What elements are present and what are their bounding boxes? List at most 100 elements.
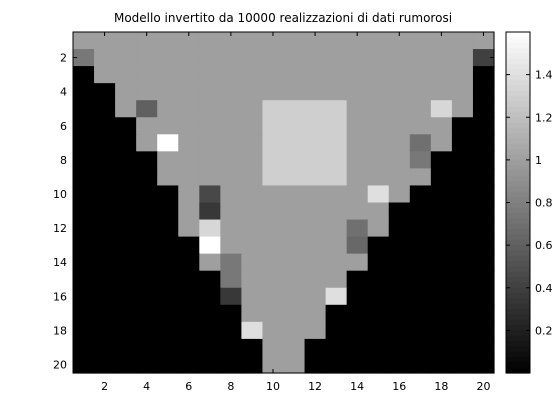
heatmap-cell bbox=[304, 151, 327, 169]
colorbar-swatch bbox=[506, 37, 530, 44]
colorbar-swatch bbox=[506, 277, 530, 284]
heatmap-cell bbox=[325, 219, 348, 238]
heatmap-cell bbox=[367, 117, 390, 135]
y-tick-label: 16 bbox=[53, 290, 67, 303]
heatmap-cell bbox=[220, 321, 242, 340]
heatmap-cell bbox=[220, 134, 242, 152]
heatmap-cell bbox=[451, 83, 474, 101]
heatmap-cell bbox=[325, 270, 348, 289]
heatmap-cell bbox=[472, 236, 495, 255]
heatmap-cell bbox=[472, 49, 495, 67]
heatmap-cell bbox=[451, 236, 474, 255]
colorbar-swatch bbox=[506, 111, 530, 118]
heatmap-cell bbox=[388, 253, 411, 272]
colorbar-swatch bbox=[506, 357, 530, 363]
heatmap-cell bbox=[451, 66, 474, 84]
heatmap-cell bbox=[115, 151, 137, 169]
heatmap-cell bbox=[472, 355, 495, 374]
heatmap-cell bbox=[367, 49, 390, 67]
heatmap-cell bbox=[304, 219, 327, 238]
heatmap-cell bbox=[178, 253, 200, 272]
heatmap-cell bbox=[472, 304, 495, 323]
heatmap-cell bbox=[73, 134, 95, 152]
heatmap-cell bbox=[409, 32, 432, 50]
heatmap-cell bbox=[346, 151, 369, 169]
heatmap-cell bbox=[241, 355, 264, 374]
x-tick-label: 6 bbox=[185, 380, 192, 393]
heatmap-cell bbox=[157, 168, 179, 187]
heatmap-cell bbox=[430, 202, 453, 221]
colorbar-tick-label: 0.6 bbox=[535, 239, 553, 252]
heatmap-cell bbox=[325, 304, 348, 323]
heatmap-cell bbox=[388, 151, 411, 169]
colorbar-swatch bbox=[506, 181, 530, 188]
colorbar-swatch bbox=[506, 266, 530, 273]
colorbar-swatch bbox=[506, 32, 530, 38]
heatmap-cell bbox=[367, 83, 390, 101]
heatmap-cell bbox=[241, 151, 264, 169]
heatmap-cell bbox=[178, 236, 200, 255]
heatmap-cell bbox=[136, 49, 158, 67]
heatmap-cell bbox=[220, 270, 242, 289]
colorbar-swatch bbox=[506, 175, 530, 182]
heatmap-cell bbox=[199, 270, 221, 289]
colorbar-swatch bbox=[506, 63, 530, 70]
heatmap-cell bbox=[472, 151, 495, 169]
colorbar-swatch bbox=[506, 271, 530, 278]
heatmap-cell bbox=[73, 304, 95, 323]
heatmap-cell bbox=[220, 168, 242, 187]
heatmap-cell bbox=[472, 253, 495, 272]
heatmap-cell bbox=[472, 168, 495, 187]
heatmap-cell bbox=[325, 253, 348, 272]
heatmap-cell bbox=[220, 236, 242, 255]
heatmap-cell bbox=[346, 100, 369, 118]
heatmap-cell bbox=[157, 134, 179, 152]
colorbar-swatch bbox=[506, 138, 530, 145]
heatmap-cell bbox=[451, 253, 474, 272]
heatmap-cell bbox=[136, 100, 158, 118]
colorbar-swatch bbox=[506, 170, 530, 177]
heatmap-cell bbox=[115, 83, 137, 101]
heatmap-cell bbox=[367, 134, 390, 152]
heatmap-cell bbox=[430, 151, 453, 169]
heatmap-cell bbox=[220, 202, 242, 221]
heatmap-cell bbox=[430, 270, 453, 289]
heatmap-cell bbox=[451, 168, 474, 187]
heatmap-cell bbox=[304, 100, 327, 118]
heatmap-cell bbox=[409, 134, 432, 152]
colorbar-tick-label: 0.2 bbox=[535, 324, 553, 337]
x-tick-label: 12 bbox=[308, 380, 322, 393]
heatmap-cell bbox=[304, 270, 327, 289]
colorbar-swatch bbox=[506, 149, 530, 156]
heatmap-cell bbox=[451, 32, 474, 50]
heatmap-cell bbox=[94, 304, 116, 323]
colorbar-swatch bbox=[506, 159, 530, 166]
heatmap-cell bbox=[367, 151, 390, 169]
colorbar-swatch bbox=[506, 191, 530, 198]
heatmap-cell bbox=[136, 253, 158, 272]
heatmap-cell bbox=[241, 270, 264, 289]
heatmap-cell bbox=[346, 83, 369, 101]
heatmap-cell bbox=[115, 185, 137, 204]
heatmap-cell bbox=[283, 321, 306, 340]
heatmap-cell bbox=[451, 338, 474, 357]
y-tick-label: 10 bbox=[53, 188, 67, 201]
heatmap-cell bbox=[472, 202, 495, 221]
colorbar-swatch bbox=[506, 74, 530, 81]
heatmap-cell bbox=[115, 253, 137, 272]
heatmap-cell bbox=[346, 32, 369, 50]
x-tick-label: 4 bbox=[143, 380, 150, 393]
heatmap-cell bbox=[430, 219, 453, 238]
heatmap-cell bbox=[115, 66, 137, 84]
heatmap-cell bbox=[136, 151, 158, 169]
heatmap-cell bbox=[157, 83, 179, 101]
heatmap-cell bbox=[262, 321, 285, 340]
heatmap-cell bbox=[94, 287, 116, 306]
colorbar-swatch bbox=[506, 79, 530, 86]
heatmap-cell bbox=[346, 270, 369, 289]
heatmap-cell bbox=[178, 321, 200, 340]
heatmap-cell bbox=[178, 83, 200, 101]
heatmap-cell bbox=[241, 236, 264, 255]
heatmap-cell bbox=[220, 253, 242, 272]
heatmap-cell bbox=[451, 117, 474, 135]
